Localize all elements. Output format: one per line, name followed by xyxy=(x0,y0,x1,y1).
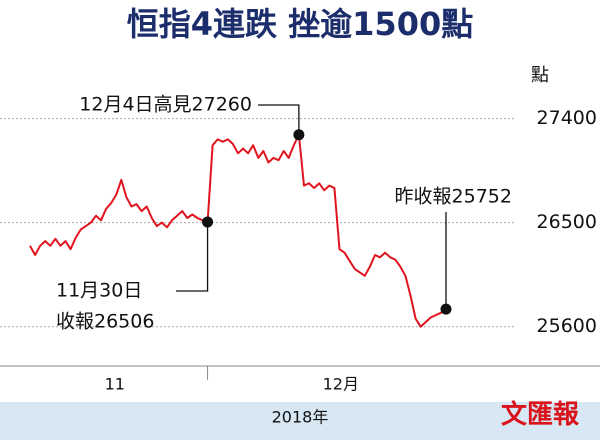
annotation: 收報26506 xyxy=(56,311,154,333)
x-footer: 2018年 xyxy=(272,408,329,427)
annotation: 11月30日 xyxy=(56,280,142,302)
chart-title: 恒指4連跌 挫逾1500點 xyxy=(127,5,473,43)
y-tick-label: 26500 xyxy=(537,211,597,233)
logo: 文匯報 xyxy=(501,399,580,430)
x-tick-label: 12月 xyxy=(323,375,359,394)
annotation-dot xyxy=(293,129,305,141)
leader-line xyxy=(258,104,300,135)
annotation: 12月4日高見27260 xyxy=(79,94,252,116)
y-tick-label: 27400 xyxy=(537,107,597,129)
annotation-dot xyxy=(202,216,214,228)
y-tick-label: 25600 xyxy=(537,315,597,337)
y-unit: 點 xyxy=(531,65,549,86)
annotation: 昨收報25752 xyxy=(395,186,512,208)
footer-band xyxy=(0,402,600,440)
leader-line xyxy=(176,221,209,292)
x-tick-label: 11 xyxy=(105,375,125,394)
annotation-dot xyxy=(440,303,452,315)
price-line xyxy=(29,133,447,328)
